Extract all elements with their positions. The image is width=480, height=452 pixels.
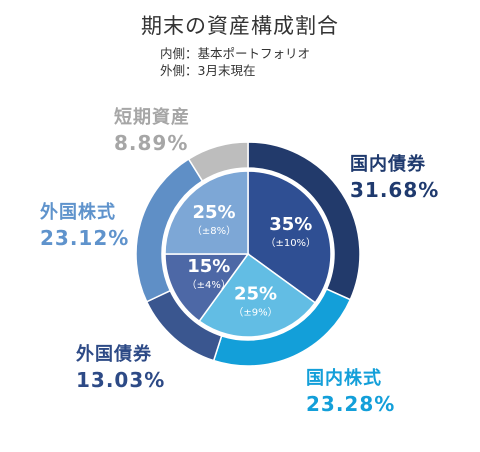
label-short-term-assets-name: 短期資産 [114,107,190,128]
label-domestic-stocks: 国内株式 23.28% [306,364,395,416]
outer-ring [135,141,361,367]
inner-pie [164,170,332,338]
label-foreign-bonds-pct: 13.03% [76,368,166,392]
label-domestic-stocks-name: 国内株式 [306,368,382,389]
label-domestic-bonds-pct: 31.68% [350,178,440,202]
inner-range-foreign-bonds: （±4%） [187,279,231,291]
inner-value-foreign-bonds: 15% [187,256,230,277]
inner-value-domestic-bonds: 35% [269,214,312,235]
inner-slice-foreign-stocks [164,170,249,255]
inner-labels: 35%（±10%）25%（±9%）15%（±4%）25%（±8%） [187,202,316,318]
label-foreign-bonds-name: 外国債券 [76,344,152,365]
label-domestic-bonds-name: 国内債券 [350,154,426,175]
subtitle-inner-ring: 内側：基本ポートフォリオ [160,46,311,61]
label-foreign-bonds: 外国債券 13.03% [76,340,165,392]
inner-value-domestic-stocks: 25% [234,283,277,304]
label-short-term-assets-pct: 8.89% [114,131,189,155]
inner-value-foreign-stocks: 25% [193,202,236,223]
inner-slice-domestic-bonds [247,170,332,304]
chart-title: 期末の資産構成割合 [141,14,339,38]
inner-range-foreign-stocks: （±8%） [192,225,236,237]
subtitle-outer-ring: 外側：3月末現在 [160,63,256,78]
label-short-term-assets: 短期資産 8.89% [114,103,190,155]
label-foreign-stocks-pct: 23.12% [40,226,130,250]
inner-slice-foreign-bonds [164,253,250,323]
outer-slice-short-term-assets [187,141,249,183]
label-domestic-stocks-pct: 23.28% [306,392,396,416]
label-foreign-stocks-name: 外国株式 [40,202,116,223]
inner-slice-domestic-stocks [198,252,317,338]
inner-range-domestic-stocks: （±9%） [233,306,277,318]
label-domestic-bonds: 国内債券 31.68% [350,150,439,202]
inner-range-domestic-bonds: （±10%） [265,237,316,249]
label-foreign-stocks: 外国株式 23.12% [40,198,129,250]
